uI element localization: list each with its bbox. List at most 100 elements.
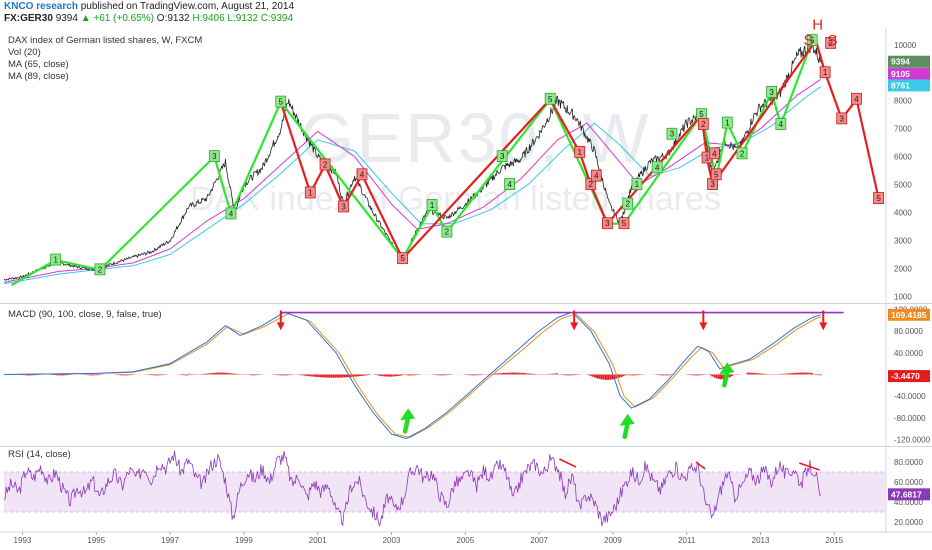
wave-count-label: 3 <box>710 180 715 189</box>
wave-count-label: 2 <box>740 149 745 158</box>
wave-count-label: 5 <box>714 170 719 179</box>
wave-count-label: 4 <box>779 120 784 129</box>
wave-count-box <box>590 169 602 182</box>
symbol-name[interactable]: FX:GER30 <box>4 13 53 24</box>
wave-count-box <box>836 112 848 125</box>
time-axis-label: 2011 <box>678 536 696 545</box>
wave-count-label: 3 <box>212 152 217 161</box>
wave-count-label: 1 <box>53 256 58 265</box>
publisher-name[interactable]: KNCO research <box>4 1 78 12</box>
wave-count-label: 5 <box>876 194 881 203</box>
rsi-last-tag-bg <box>888 488 930 501</box>
wave-count-box <box>94 263 106 276</box>
wave-count-label: 4 <box>594 172 599 181</box>
wave-count-box <box>710 168 722 181</box>
head-shoulders-letter: S <box>803 32 813 49</box>
price-pane-title: DAX index of German listed shares, W, FX… <box>8 35 203 46</box>
wave-count-box <box>338 200 349 213</box>
wave-count-box <box>496 150 508 163</box>
legend-vol[interactable]: Vol (20) <box>8 47 41 58</box>
macd-axis-label: 80.0000 <box>894 327 923 336</box>
time-axis-label: 1995 <box>87 536 105 545</box>
up-triangle-icon: ▲ <box>80 13 91 24</box>
macd-hist-tag-bg <box>888 370 930 383</box>
wave-count-label: 2 <box>589 180 594 189</box>
rsi-divergence-line[interactable] <box>559 458 577 468</box>
price-axis-label: 8000 <box>894 97 912 106</box>
time-axis-label: 2005 <box>456 536 474 545</box>
time-axis-label: 2001 <box>309 536 327 545</box>
wave-count-box <box>585 178 597 190</box>
wave-count-box <box>651 161 663 174</box>
macd-pane-title[interactable]: MACD (90, 100, close, 9, false, true) <box>8 309 162 320</box>
macd-axis-label: -120.0000 <box>894 436 931 445</box>
wave-count-label: 4 <box>507 180 512 189</box>
rsi-axis-label: 40.0000 <box>894 498 923 507</box>
wave-count-label: 3 <box>341 202 346 211</box>
wave-count-box <box>544 92 556 105</box>
wave-count-box <box>601 217 613 230</box>
wave-count-label: 2 <box>98 265 103 274</box>
wave-count-label: 3 <box>605 219 610 228</box>
rsi-divergence-line[interactable] <box>695 461 706 470</box>
wave-count-label: 3 <box>769 88 774 97</box>
close-value: C:9394 <box>260 13 294 24</box>
wave-count-box <box>631 178 643 190</box>
wave-count-label: 1 <box>430 201 435 210</box>
wave-count-label: 1 <box>635 180 640 189</box>
macd-last-tag: 109.4185 <box>891 310 927 320</box>
ma65-tag: 9105 <box>891 69 910 79</box>
down-arrow-head-icon <box>699 322 708 331</box>
wave-count-box <box>825 36 837 49</box>
price-change: +61 (+0.65%) <box>93 13 155 24</box>
last-price-tag-bg <box>888 55 930 68</box>
wave-count-box <box>574 146 586 158</box>
wave-count-label: 5 <box>699 110 704 119</box>
wave-count-box <box>441 225 453 238</box>
wave-count-box <box>397 252 408 265</box>
head-shoulders-letter: S <box>827 32 837 49</box>
up-arrow-head-icon <box>400 408 416 421</box>
wave-count-box <box>851 92 862 105</box>
macd-axis-label: 40.0000 <box>894 349 923 358</box>
published-text: published on TradingView.com, August 21,… <box>80 1 295 12</box>
wave-count-box <box>50 253 62 266</box>
wave-count-box <box>721 116 733 129</box>
time-axis-label: 1997 <box>161 536 179 545</box>
low-value: L:9132 <box>227 13 259 24</box>
rsi-divergence-line[interactable] <box>799 462 820 471</box>
price-axis-label: 10000 <box>894 41 917 50</box>
price-axis-label: 2000 <box>894 264 912 273</box>
price-axis-label: 7000 <box>894 125 912 134</box>
wave-count-label: 5 <box>548 95 553 104</box>
macd-line[interactable] <box>3 311 821 439</box>
wave-count-box <box>356 168 368 181</box>
wave-count-box <box>208 150 220 163</box>
wave-count-label: 4 <box>854 95 859 104</box>
time-axis-label: 2015 <box>825 536 843 545</box>
open-value: O:9132 <box>156 13 190 24</box>
legend-ma89[interactable]: MA (89, close) <box>8 71 69 82</box>
wave-count-box <box>806 34 818 46</box>
up-arrow-head-icon <box>719 362 735 375</box>
up-arrow-icon <box>722 369 730 388</box>
price-legend: DAX index of German listed shares, W, FX… <box>8 35 202 83</box>
wave-count-box <box>618 217 630 230</box>
macd-signal-line[interactable] <box>3 313 821 438</box>
up-arrow-icon <box>402 415 411 434</box>
impulse-down-path[interactable] <box>279 39 880 260</box>
price-axis-label: 6000 <box>894 153 912 162</box>
wave-count-label: 4 <box>229 209 234 218</box>
rsi-line[interactable] <box>3 450 822 527</box>
wave-count-box <box>775 118 787 130</box>
ma65-tag-bg <box>888 67 930 80</box>
wave-count-label: 2 <box>625 200 630 209</box>
rsi-pane-title[interactable]: RSI (14, close) <box>8 449 71 460</box>
time-axis-label: 2007 <box>530 536 548 545</box>
head-shoulders-letter: H <box>812 16 823 33</box>
legend-ma65[interactable]: MA (65, close) <box>8 59 69 70</box>
down-arrow-head-icon <box>819 322 828 331</box>
wave-count-label: 1 <box>577 148 582 157</box>
wave-count-label: 1 <box>308 188 313 197</box>
